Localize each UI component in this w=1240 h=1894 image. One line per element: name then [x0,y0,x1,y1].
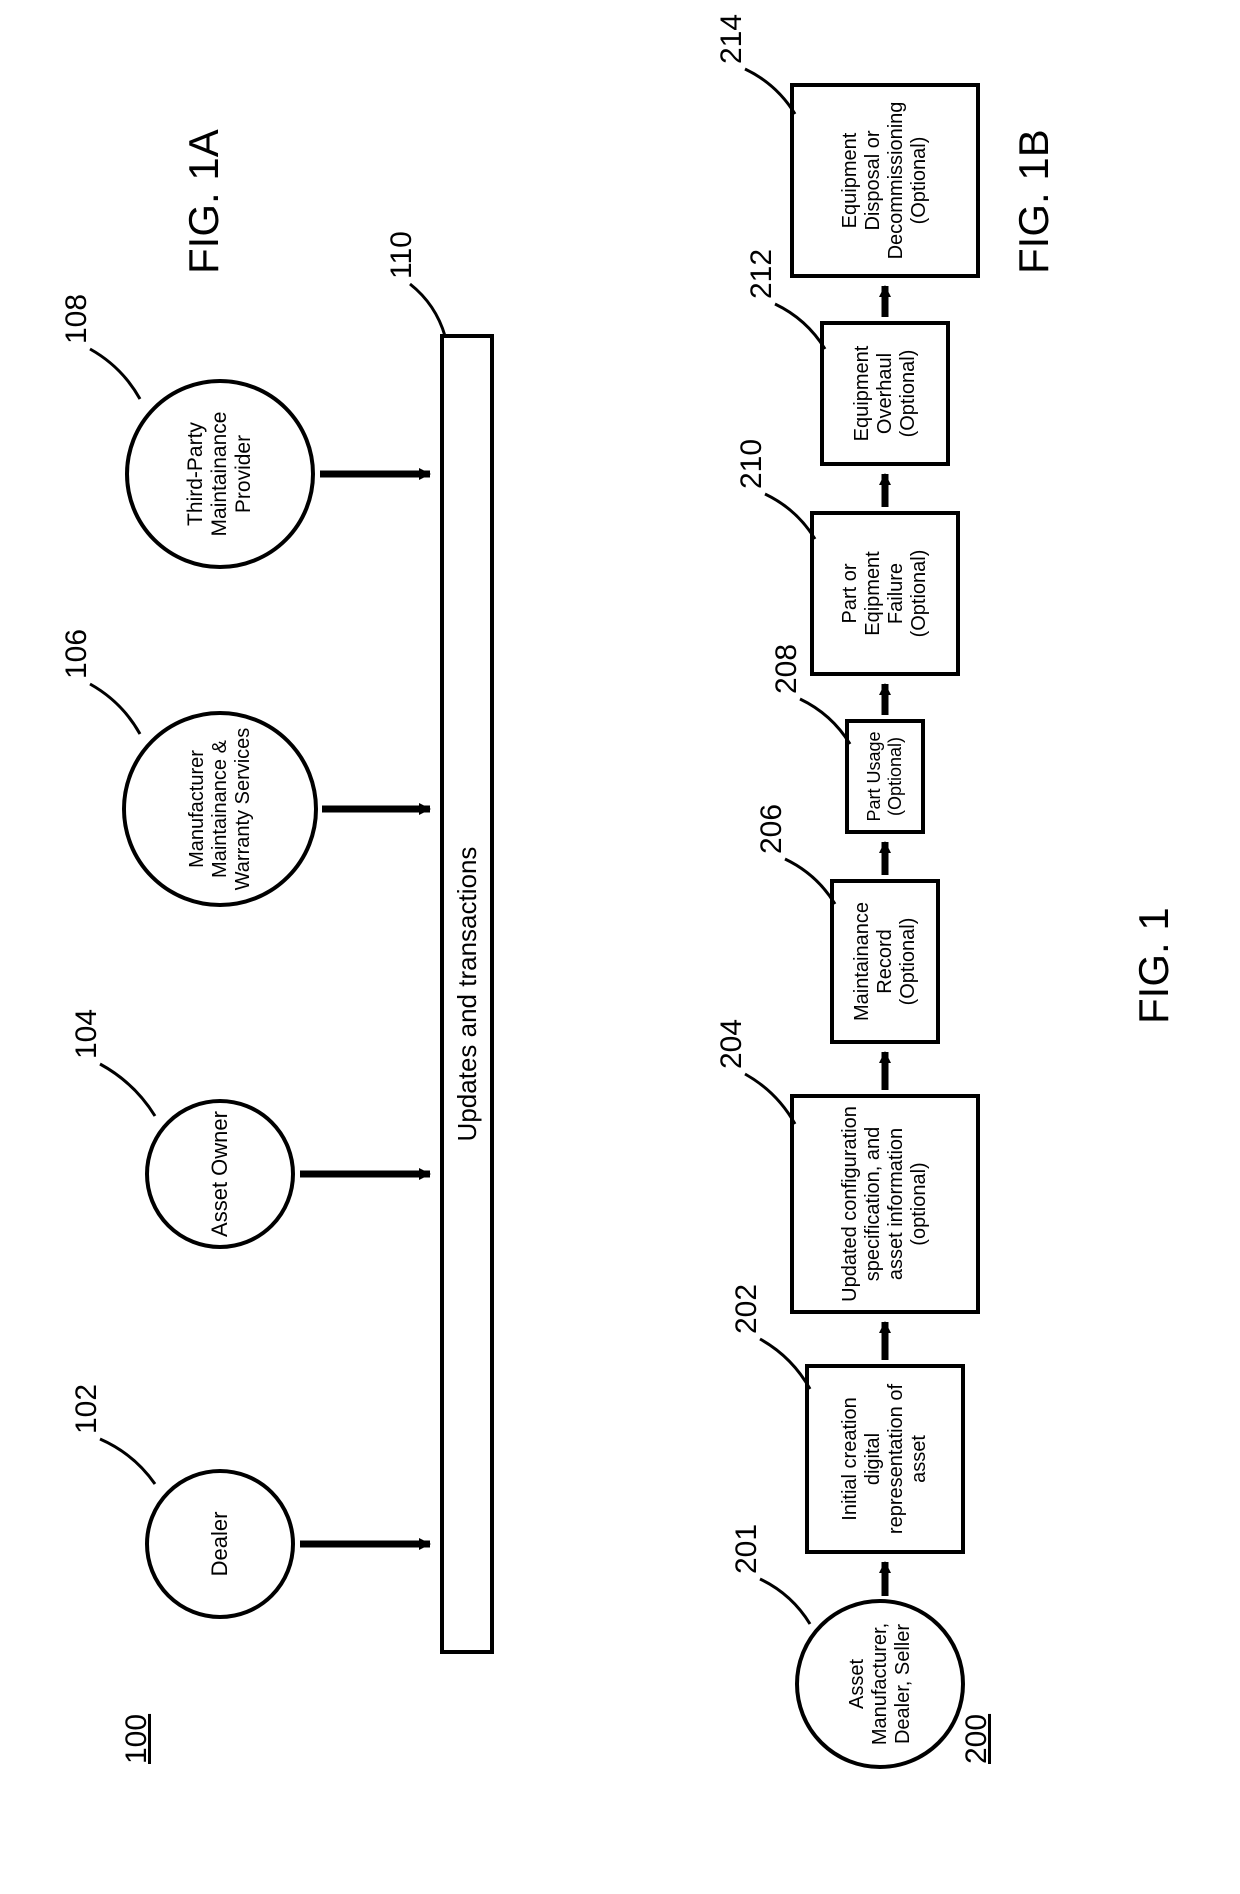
ref-204: 204 [715,1019,749,1069]
box-212: Equipment Overhaul (Optional) [820,321,950,466]
ref-110: 110 [385,231,419,279]
ref-201: 201 [730,1524,764,1574]
box-208: Part Usage (Optional) [845,719,925,834]
circle-asset-owner: Asset Owner [145,1099,295,1249]
circle-asset-mfg-text: Asset Manufacturer, Dealer, Seller [846,1609,915,1759]
circle-asset-mfg: Asset Manufacturer, Dealer, Seller [795,1599,965,1769]
circle-third-party: Third-Party Maintainance Provider [125,379,315,569]
box-212-text: Equipment Overhaul (Optional) [851,331,920,456]
ref-214: 214 [715,14,749,64]
ref-206: 206 [755,804,789,854]
ref-202: 202 [730,1284,764,1334]
ref-100: 100 [120,1714,154,1764]
ref-106: 106 [60,629,94,679]
ref-200: 200 [960,1714,994,1764]
box-210-text: Part or Eqipment Failure (Optional) [839,521,931,666]
fig-1b-label: FIG. 1B [1010,129,1058,274]
fig-1-label: FIG. 1 [1130,907,1178,1024]
ref-104: 104 [70,1009,104,1059]
box-210: Part or Eqipment Failure (Optional) [810,511,960,676]
circle-asset-owner-text: Asset Owner [207,1111,232,1237]
fig-1a-label: FIG. 1A [180,129,228,274]
box-202: Initial creation digital representation … [805,1364,965,1554]
ref-212: 212 [745,249,779,299]
box-206: Maintainance Record (Optional) [830,879,940,1044]
circle-dealer-text: Dealer [207,1512,232,1577]
rotated-stage: 100 Dealer Asset Owner Manufacturer Main… [0,0,1240,1894]
box-204-text: Updated configuration specification, and… [839,1104,931,1304]
box-202-text: Initial creation digital representation … [839,1374,931,1544]
circle-mfg-services: Manufacturer Maintainance & Warranty Ser… [122,711,318,907]
updates-bar-text: Updates and transactions [452,847,483,1142]
box-214-text: Equipment Disposal or Decommissioning (O… [839,93,931,268]
ref-102: 102 [70,1384,104,1434]
box-206-text: Maintainance Record (Optional) [851,889,920,1034]
ref-108: 108 [60,294,94,344]
circle-mfg-services-text: Manufacturer Maintainance & Warranty Ser… [186,721,255,897]
box-204: Updated configuration specification, and… [790,1094,980,1314]
ref-208: 208 [770,644,804,694]
box-214: Equipment Disposal or Decommissioning (O… [790,83,980,278]
circle-third-party-text: Third-Party Maintainance Provider [184,389,256,559]
ref-210: 210 [735,439,769,489]
updates-bar: Updates and transactions [440,334,494,1654]
circle-dealer: Dealer [145,1469,295,1619]
box-208-text: Part Usage (Optional) [864,729,905,824]
